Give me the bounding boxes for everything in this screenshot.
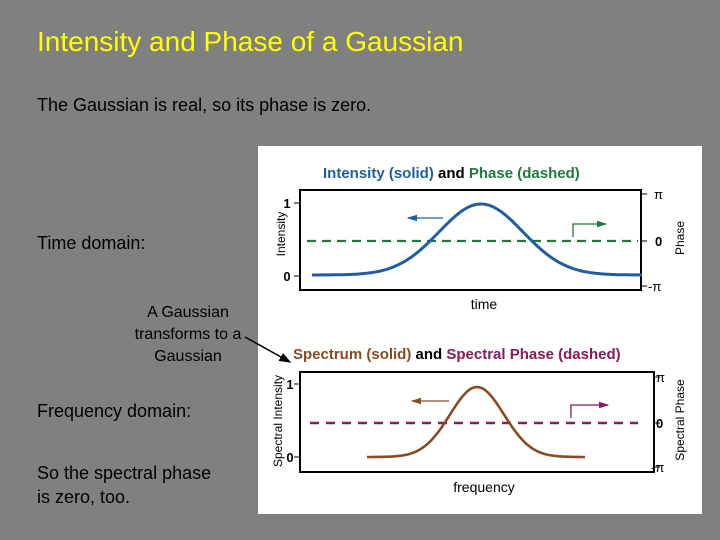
ylabel: Intensity [274, 212, 288, 257]
y2label: Spectral Phase [673, 379, 687, 461]
y2label: Phase [673, 221, 687, 255]
spectral-phase-axis-arrow [570, 401, 610, 418]
title-spectrum: Spectrum (solid) [293, 346, 411, 363]
frequency-chart-title: Spectrum (solid) and Spectral Phase (das… [293, 346, 621, 363]
phase-axis-arrow [572, 220, 608, 237]
time-plot-frame [299, 189, 642, 291]
y2tick-label-pi: π [656, 370, 665, 385]
time-chart-title: Intensity (solid) and Phase (dashed) [323, 165, 580, 182]
frequency-chart: Spectrum (solid) and Spectral Phase (das… [271, 346, 687, 495]
y2tick-label-0: 0 [655, 234, 662, 249]
title-spectral-phase: Spectral Phase (dashed) [446, 346, 620, 363]
conclusion-line-2: is zero, too. [37, 487, 131, 507]
time-chart: Intensity (solid) and Phase (dashed) 1 0… [274, 165, 687, 312]
title-intensity: Intensity (solid) [323, 165, 434, 182]
intensity-series [312, 202, 643, 277]
time-domain-label: Time domain: [37, 233, 146, 253]
ylabel: Spectral Intensity [271, 375, 285, 467]
xlabel: frequency [453, 479, 514, 495]
conclusion-line-1: So the spectral phase [37, 463, 212, 483]
intro-text: The Gaussian is real, so its phase is ze… [37, 95, 372, 115]
y2tick-label-minus-pi: -π [648, 279, 661, 294]
spectrum-series [367, 385, 585, 459]
y2tick-label-0: 0 [656, 416, 663, 431]
title-phase: Phase (dashed) [469, 165, 580, 182]
ytick-label-0: 0 [286, 450, 293, 465]
ytick-label-0: 0 [283, 269, 290, 284]
ytick-label-1: 1 [286, 377, 293, 392]
y2tick-label-pi: π [654, 187, 663, 202]
slide-title: Intensity and Phase of a Gaussian [37, 26, 464, 57]
ytick-label-1: 1 [283, 196, 290, 211]
frequency-plot-frame [299, 371, 655, 473]
figure-panel [258, 146, 702, 514]
callout-arrow [244, 336, 292, 363]
title-and: and [434, 165, 469, 182]
title-and: and [411, 346, 446, 363]
callout-text: A Gaussian transforms to a Gaussian [134, 304, 242, 365]
frequency-domain-label: Frequency domain: [37, 401, 192, 421]
y2tick-label-minus-pi: -π [651, 460, 664, 475]
xlabel: time [471, 296, 498, 312]
